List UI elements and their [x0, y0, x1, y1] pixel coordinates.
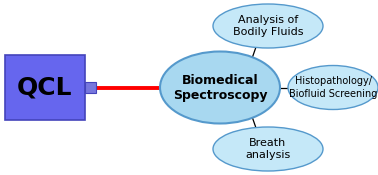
FancyBboxPatch shape	[5, 55, 85, 120]
Text: QCL: QCL	[17, 75, 73, 100]
Text: Biomedical
Spectroscopy: Biomedical Spectroscopy	[173, 74, 267, 102]
Text: Breath
analysis: Breath analysis	[245, 138, 291, 160]
Ellipse shape	[213, 127, 323, 171]
Ellipse shape	[160, 51, 280, 124]
Text: Analysis of
Bodily Fluids: Analysis of Bodily Fluids	[233, 15, 303, 37]
Ellipse shape	[213, 4, 323, 48]
Text: Histopathology/
Biofluid Screening: Histopathology/ Biofluid Screening	[289, 76, 377, 99]
FancyBboxPatch shape	[85, 82, 96, 93]
Ellipse shape	[288, 65, 378, 110]
